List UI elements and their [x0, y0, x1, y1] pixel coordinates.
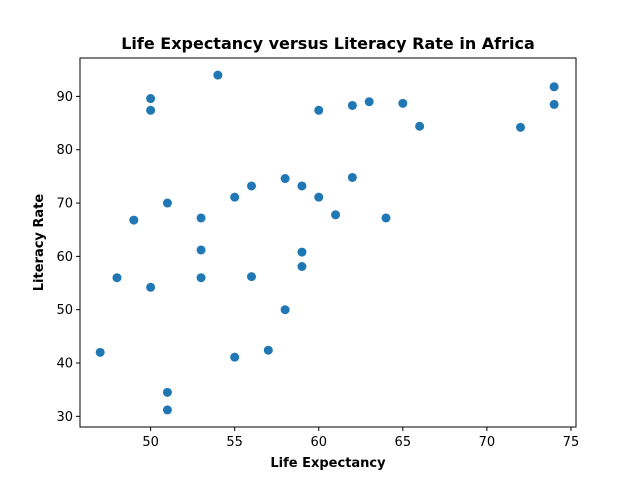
x-axis: 50 55 60 65 70 75 — [142, 427, 579, 450]
data-point — [246, 272, 256, 282]
data-point — [95, 347, 105, 357]
data-point — [112, 273, 122, 283]
x-tick-label: 50 — [142, 435, 159, 450]
x-axis-label: Life Expectancy — [270, 456, 386, 471]
data-points — [95, 70, 559, 415]
data-point — [196, 273, 206, 283]
data-point — [297, 261, 307, 271]
x-tick-label: 55 — [226, 435, 243, 450]
y-tick-label: 80 — [56, 143, 73, 158]
y-tick-label: 40 — [56, 357, 73, 372]
y-tick-label: 30 — [56, 410, 73, 425]
data-point — [196, 213, 206, 223]
plot-area — [79, 57, 577, 428]
y-tick-label: 90 — [56, 90, 73, 105]
y-axis-label: Literacy Rate — [32, 194, 47, 292]
data-point — [297, 247, 307, 257]
data-point — [331, 210, 341, 220]
data-point — [280, 174, 290, 184]
data-point — [146, 105, 156, 115]
data-point — [347, 172, 357, 182]
y-tick-label: 50 — [56, 303, 73, 318]
data-point — [129, 215, 139, 225]
x-tick-label: 70 — [479, 435, 496, 450]
data-point — [196, 245, 206, 255]
y-axis: 30 40 50 60 70 80 90 — [56, 90, 80, 425]
data-point — [162, 387, 172, 397]
data-point — [213, 70, 223, 80]
data-point — [230, 352, 240, 362]
data-point — [364, 97, 374, 107]
data-point — [230, 192, 240, 202]
data-point — [162, 198, 172, 208]
data-point — [381, 213, 391, 223]
data-point — [297, 181, 307, 191]
data-point — [314, 105, 324, 115]
data-point — [280, 305, 290, 315]
y-tick-label: 70 — [56, 197, 73, 212]
x-tick-label: 60 — [310, 435, 327, 450]
chart-title: Life Expectancy versus Literacy Rate in … — [121, 34, 535, 53]
data-point — [549, 99, 559, 109]
data-point — [415, 121, 425, 131]
data-point — [146, 94, 156, 104]
data-point — [263, 345, 273, 355]
y-tick-label: 60 — [56, 250, 73, 265]
data-point — [146, 282, 156, 292]
data-point — [314, 192, 324, 202]
x-tick-label: 65 — [395, 435, 412, 450]
data-point — [162, 405, 172, 415]
data-point — [516, 122, 526, 132]
data-point — [246, 181, 256, 191]
x-tick-label: 75 — [563, 435, 580, 450]
data-point — [398, 98, 408, 108]
data-point — [549, 82, 559, 92]
data-point — [347, 100, 357, 110]
